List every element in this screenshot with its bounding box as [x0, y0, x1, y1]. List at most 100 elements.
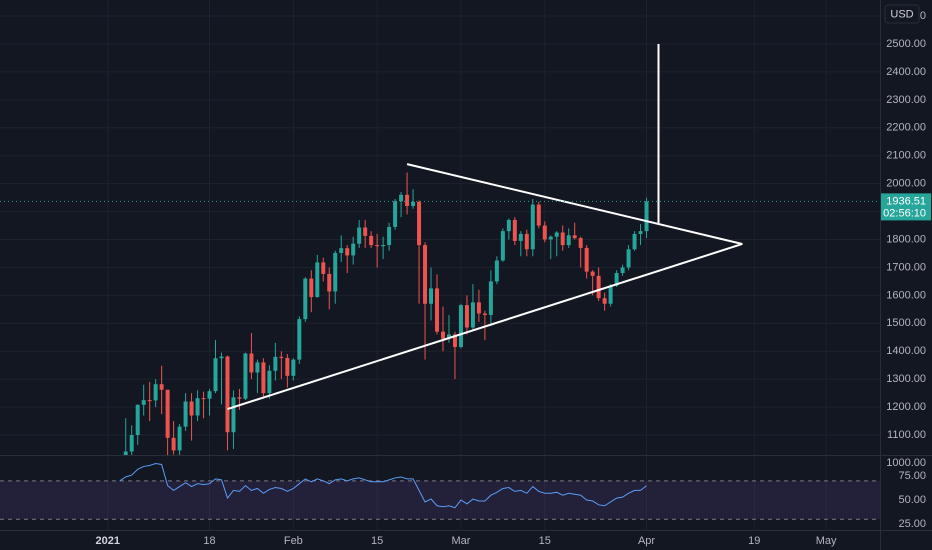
candle-body	[273, 356, 278, 371]
y-tick-label: 1200.00	[886, 401, 926, 413]
candle-body	[435, 288, 440, 332]
candle-body	[225, 356, 230, 433]
candle-body	[572, 235, 577, 239]
candle-body	[399, 194, 404, 202]
candle-body	[518, 233, 523, 241]
y-tick-label: 2500.00	[886, 38, 926, 50]
candle-body	[536, 204, 541, 226]
candle-body	[494, 260, 499, 282]
candle-body	[141, 400, 146, 405]
countdown-label: 02:56:10	[883, 207, 926, 219]
candle-body	[165, 389, 170, 438]
candle-body	[554, 232, 559, 237]
candle-body	[213, 358, 218, 392]
x-tick-label: May	[816, 535, 837, 547]
currency: USD	[890, 8, 913, 20]
candle-body	[608, 285, 613, 304]
last-price-label: 1936.51	[886, 195, 926, 207]
price-pane	[0, 43, 880, 455]
candle-body	[620, 267, 625, 274]
y-tick-label: 1500.00	[886, 317, 926, 329]
candle-body	[135, 404, 140, 436]
candle-body	[566, 235, 571, 246]
x-tick-label: 2021	[96, 535, 120, 547]
candle-body	[506, 219, 511, 232]
y-tick-label: 1300.00	[886, 373, 926, 385]
x-tick-label: Mar	[451, 535, 470, 547]
candle-body	[482, 313, 487, 315]
candle-body	[476, 302, 481, 314]
rsi-tick-label: 50.00	[898, 494, 926, 506]
rsi-pane	[0, 463, 880, 520]
candle-body	[285, 357, 290, 376]
candle-body	[542, 225, 547, 240]
candle-body	[291, 359, 296, 376]
candle-body	[327, 273, 332, 292]
candle-body	[381, 245, 386, 247]
candle-body	[177, 426, 182, 451]
trend-line	[227, 243, 743, 411]
candle-body	[387, 226, 392, 246]
y-tick-label: 2100.00	[886, 150, 926, 162]
y-tick-label: 1600.00	[886, 289, 926, 301]
candle-body	[578, 238, 583, 248]
candle-body	[303, 278, 308, 320]
candle-body	[369, 235, 374, 246]
candle-body	[297, 319, 302, 360]
candle-body	[123, 451, 128, 455]
candle-body	[321, 262, 326, 274]
candle-body	[405, 194, 410, 206]
candle-body	[500, 231, 505, 261]
candle-body	[153, 384, 158, 401]
candle-body	[279, 356, 284, 358]
candle-body	[464, 305, 469, 328]
candle-body	[429, 288, 434, 304]
y-tick-label: 1100.00	[887, 429, 926, 441]
candle-body	[596, 275, 601, 299]
candle-body	[393, 201, 398, 227]
candle-body	[411, 201, 416, 206]
candle-body	[243, 353, 248, 399]
x-tick-label: 15	[371, 535, 383, 547]
candle-body	[375, 245, 380, 247]
currency-box[interactable]	[884, 4, 920, 24]
candle-body	[584, 247, 589, 272]
candle-body	[315, 262, 320, 298]
candle-body	[524, 233, 529, 250]
candle-body	[231, 397, 236, 433]
candle-body	[470, 302, 475, 328]
candle-body	[458, 305, 463, 348]
x-tick-label: 18	[203, 535, 215, 547]
candle-body	[345, 248, 350, 256]
candle-body	[512, 219, 517, 241]
candle-body	[548, 236, 553, 240]
rsi-band	[0, 480, 880, 520]
y-tick-label: 2200.00	[886, 122, 926, 134]
candle-body	[446, 334, 451, 339]
candle-body	[560, 232, 565, 246]
candle-body	[195, 398, 200, 416]
rsi-line	[119, 463, 647, 509]
candle-body	[339, 248, 344, 253]
candle-body	[602, 298, 607, 304]
rsi-tick-label: 75.00	[898, 470, 926, 482]
candle-body	[417, 201, 422, 246]
candle-body	[357, 227, 362, 244]
x-tick-label: Feb	[284, 535, 303, 547]
candle-body	[261, 362, 266, 394]
candle-body	[452, 334, 457, 348]
x-tick-label: 15	[539, 535, 551, 547]
y-tick-label: 1000.00	[886, 457, 926, 469]
y-tick-label: 2000.00	[886, 178, 926, 190]
candle-body	[423, 245, 428, 304]
candle-body	[255, 362, 260, 373]
y-tick-label: 2300.00	[886, 94, 926, 106]
candle-body	[267, 370, 272, 394]
candle-body	[632, 233, 637, 250]
candle-body	[590, 271, 595, 276]
candle-body	[333, 252, 338, 292]
candle-body	[440, 331, 445, 339]
candle-body	[644, 201, 649, 232]
